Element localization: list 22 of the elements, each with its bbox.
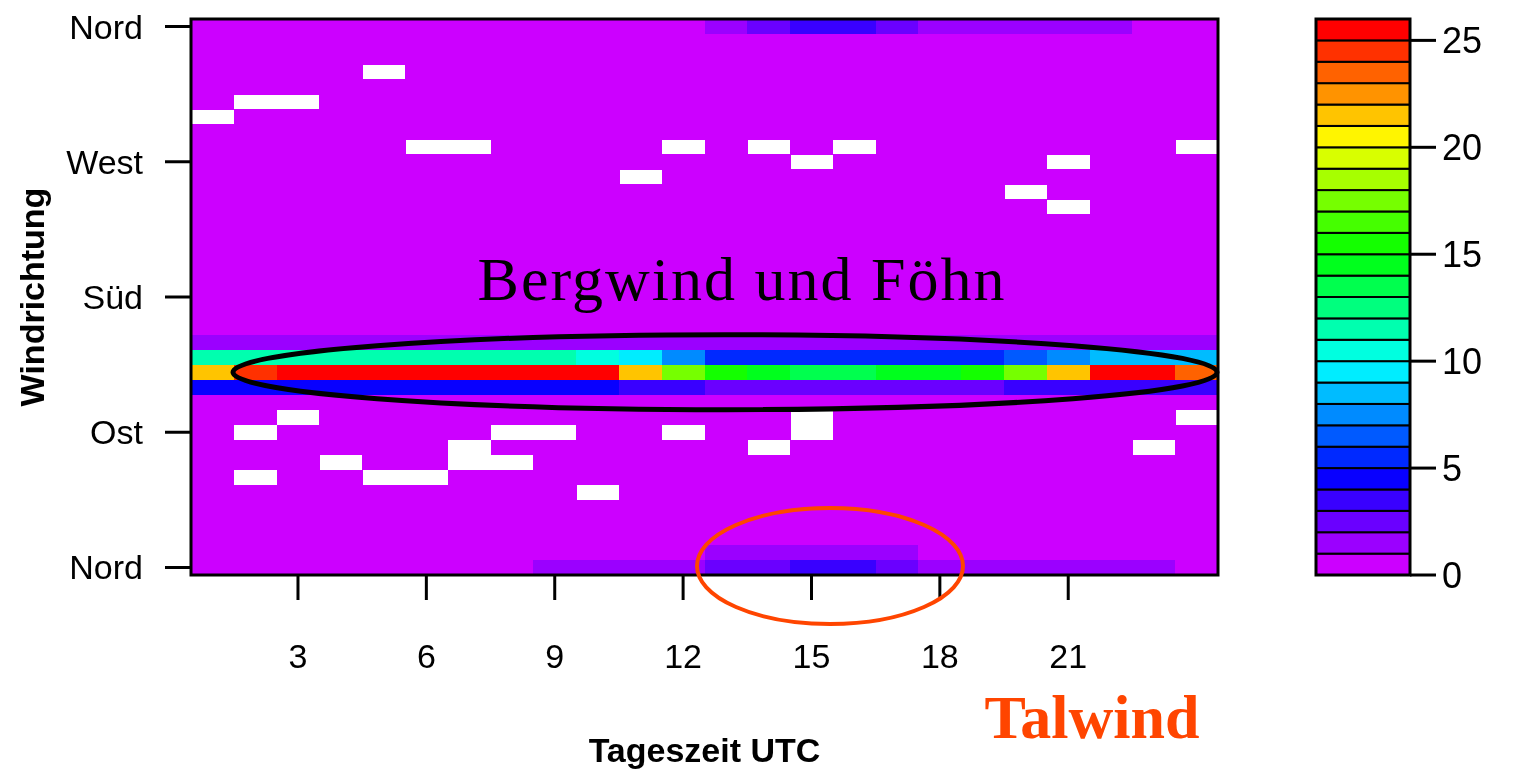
annotation: Bergwind und Föhn [477, 245, 1007, 313]
text: Talwind [984, 683, 1200, 751]
x-tick-label: 12 [664, 637, 703, 675]
color-bar-label: 5 [1442, 447, 1463, 489]
color-bar-label: 10 [1442, 340, 1483, 382]
y-tick-label: Nord [69, 7, 143, 46]
y-axis-title: Windrichtung [13, 187, 51, 407]
x-tick-label: 6 [416, 637, 436, 675]
y-tick-label: Nord [69, 548, 143, 587]
color-bar-label: 0 [1442, 554, 1463, 596]
x-tick-label: 9 [545, 637, 565, 675]
y-tick-label: West [66, 142, 144, 181]
y-tick-label: Ost [90, 413, 144, 452]
color-bar-label: 15 [1442, 233, 1483, 275]
x-tick-label: 21 [1049, 637, 1088, 675]
x-tick-label: 3 [288, 637, 308, 675]
color-bar-label: 20 [1442, 126, 1483, 168]
x-tick-label: 18 [920, 637, 959, 675]
x-tick-label: 15 [792, 637, 831, 675]
color-bar-label: 25 [1442, 19, 1483, 61]
x-axis-title: Tageszeit UTC [588, 731, 821, 769]
y-tick-label: Süd [82, 278, 143, 316]
